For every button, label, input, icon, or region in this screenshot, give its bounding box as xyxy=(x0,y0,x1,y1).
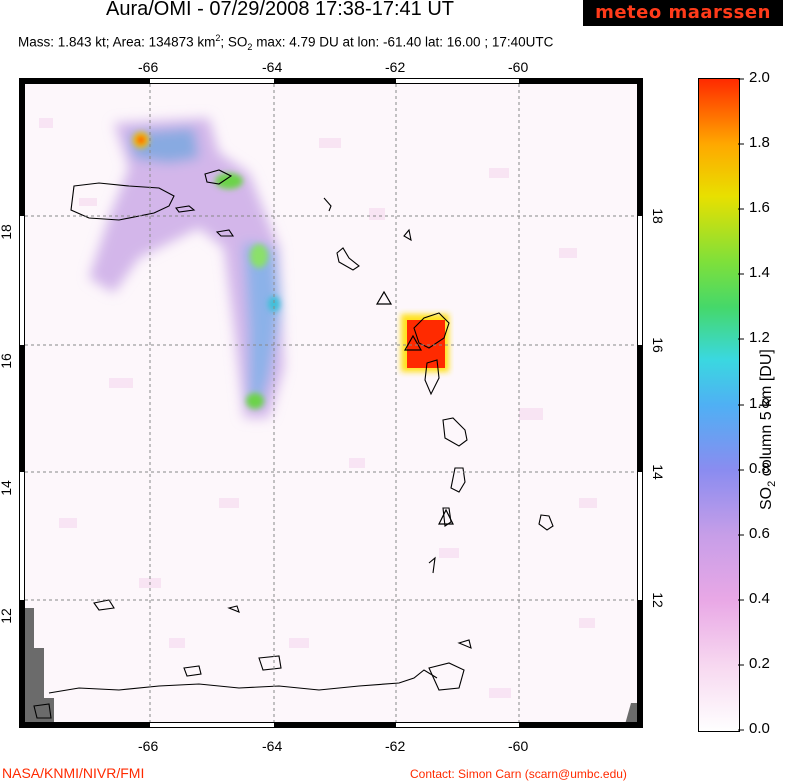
subtitle: Mass: 1.843 kt; Area: 134873 km2; SO2 ma… xyxy=(18,33,554,53)
volcano-icon xyxy=(438,508,454,525)
barbados-coast xyxy=(538,514,554,531)
lat-label-right: 18 xyxy=(649,208,666,224)
colorbar-title-rest: column 5 km [DU] xyxy=(758,349,775,481)
colorbar-title-prefix: SO xyxy=(758,486,775,510)
map-frame-ticks xyxy=(19,78,643,728)
volcano-markers xyxy=(375,290,454,525)
colorbar-label: 0.4 xyxy=(749,589,770,607)
st-lucia-coast xyxy=(450,467,466,493)
footer-credits: NASA/KNMI/NIVR/FMI xyxy=(2,765,145,781)
so2-plume-montserrat xyxy=(401,314,449,372)
lat-label-left: 16 xyxy=(0,353,14,369)
colorbar-label: 1.4 xyxy=(749,264,770,282)
lon-label-bottom: -60 xyxy=(508,738,529,754)
so2-plume-hotspots xyxy=(133,132,280,409)
colorbar-title: SO2 column 5 km [DU] xyxy=(758,349,778,510)
map-title: Aura/OMI - 07/29/2008 17:38-17:41 UT xyxy=(106,0,454,20)
meteo-maarssen-logo: meteo maarssen xyxy=(583,0,783,26)
lat-label-left: 18 xyxy=(0,224,14,240)
guadeloupe-coast xyxy=(413,312,450,349)
colorbar-label: 0.0 xyxy=(749,720,770,737)
colorbar-label: 0.6 xyxy=(749,524,770,542)
colorbar-label: 1.8 xyxy=(749,134,770,152)
volcano-icon xyxy=(375,290,393,305)
map-gridlines xyxy=(19,78,643,728)
area-superscript: 2 xyxy=(215,33,221,43)
lon-label-bottom: -62 xyxy=(385,738,406,754)
trinidad-coast xyxy=(428,662,465,691)
lon-label-top: -66 xyxy=(138,59,159,75)
lon-label-top: -64 xyxy=(262,59,283,75)
colorbar-label: 1.2 xyxy=(749,329,770,347)
coastlines xyxy=(33,169,554,719)
map-background xyxy=(19,78,643,728)
volcano-icon xyxy=(403,334,423,351)
colorbar-label: 0.8 xyxy=(749,459,770,477)
area-text: Area: 134873 km xyxy=(112,34,216,50)
colorbar-label: 1.0 xyxy=(749,394,770,412)
lon-label-bottom: -64 xyxy=(262,738,283,754)
mass-text: Mass: 1.843 kt; xyxy=(18,34,110,50)
lat-label-left: 14 xyxy=(0,480,14,496)
lat-label-right: 16 xyxy=(649,337,666,353)
so2-noise xyxy=(39,118,597,698)
so2-map xyxy=(19,78,643,728)
colorbar-title-sub: 2 xyxy=(766,480,779,487)
footer-contact: Contact: Simon Carn (scarn@umbc.edu) xyxy=(410,767,627,781)
lat-label-right: 14 xyxy=(649,464,666,480)
puerto-rico-coast xyxy=(70,182,175,221)
lon-label-bottom: -66 xyxy=(138,738,159,754)
colorbar-label: 2.0 xyxy=(749,69,770,86)
map-frame-segments xyxy=(20,79,642,727)
land-mainland xyxy=(19,608,54,728)
lon-label-top: -62 xyxy=(385,59,406,75)
lat-label-left: 12 xyxy=(0,608,14,624)
lon-label-top: -60 xyxy=(508,59,529,75)
lat-label-right: 12 xyxy=(649,592,666,608)
colorbar-ticks xyxy=(738,78,744,731)
colorbar-label: 0.2 xyxy=(749,654,770,672)
so2-subscript: 2 xyxy=(247,42,253,53)
venezuela-coast xyxy=(48,669,438,694)
so2-text: SO xyxy=(227,34,248,50)
so2-max-text: max: 4.79 DU at lon: -61.40 lat: 16.00 ;… xyxy=(252,34,554,50)
colorbar xyxy=(698,78,740,732)
martinique-coast xyxy=(442,417,468,447)
colorbar-label: 1.6 xyxy=(749,199,770,217)
